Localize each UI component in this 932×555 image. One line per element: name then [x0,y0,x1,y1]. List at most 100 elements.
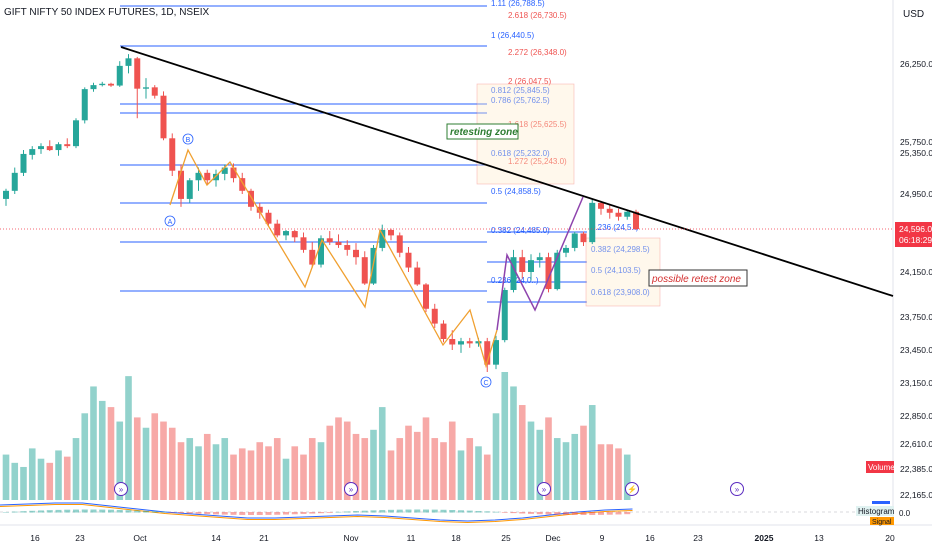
candle-body [484,341,491,365]
candle-body [204,172,211,181]
candle-body [501,289,508,341]
fib-label: 1.618 (25,625.5) [508,120,567,129]
macd-line [0,502,633,522]
volume-bar [160,421,167,500]
candle-body [633,211,639,229]
candle-body [510,257,517,290]
volume-bar [151,413,159,500]
fib-label: 0.382 (24,485.0) [491,226,550,235]
candle-body [125,58,132,66]
zigzag-wave [169,148,498,369]
time-axis-label: 13 [814,533,824,543]
volume-bar [431,438,439,500]
volume-bar [387,450,395,500]
fib-label: 1.11 (26,788.5) [491,0,545,8]
price-axis-label: 22,165.0 [900,490,932,500]
candles [3,54,639,372]
histogram-bar [108,509,114,513]
histogram-bar [615,512,622,515]
volume-bar [492,413,500,500]
volume-bar [125,376,132,500]
candle-body [20,153,27,173]
volume-bar [55,450,62,500]
currency-label[interactable]: USD [903,9,924,20]
histogram-bar [396,509,403,513]
time-axis-label: 2025 [755,533,774,543]
histogram-bar [326,512,333,513]
time-axis[interactable]: 16 23 Oct 14 21 Nov 11 18 25 Dec 9 16 23 2025 13 20 [30,533,895,543]
candle-body [563,247,569,253]
histogram-bar [580,512,587,515]
histogram-bar [624,512,631,515]
candle-body [274,223,281,236]
volume-bar [195,446,202,500]
candle-body [493,340,499,365]
volume-bar [63,456,71,500]
histogram-bar [46,510,53,513]
volume-bar [291,446,299,500]
candle-body [458,341,464,345]
volume-bar [98,400,106,500]
volume-bar [335,417,342,500]
volume-bar [510,386,517,500]
trendline [120,46,894,297]
histogram-bar [134,510,141,513]
price-axis-label: 26,250.0 [900,59,932,69]
candle-body [309,249,316,265]
histogram-bar [440,509,447,513]
volume-bar [405,425,412,500]
price-axis-label: 24,150.0 [900,267,932,277]
candle-body [38,146,44,150]
macd-zero-label: 0.0 [899,509,911,518]
histogram-bar [300,512,307,514]
histogram-bar [3,512,9,513]
candle-body [29,149,36,155]
time-axis-label: 11 [407,533,416,543]
volume-bar [256,442,264,500]
price-axis-label: 23,150.0 [900,378,932,388]
time-axis-label: 23 [75,533,85,543]
time-axis-label: Nov [343,533,359,543]
candle-body [178,170,184,199]
volume-bar [168,427,176,500]
candle-body [353,249,359,258]
event-marker [537,482,551,496]
possible-retest-zone-note[interactable]: possible retest zone [648,269,748,287]
symbol-title[interactable]: GIFT NIFTY 50 INDEX FUTURES, 1D, NSEIX [4,7,210,18]
volume-bar [518,405,526,500]
volume-bar [597,444,605,500]
histogram-bar [169,512,176,513]
histogram-bar [361,510,368,513]
fib-label-lower: 0.618 (23,908.0) [591,288,650,297]
candle-body [291,231,298,238]
current-price: 24,596.0 [899,224,932,234]
histogram-bar [353,511,359,513]
wave-label-circle [480,376,492,388]
histogram-bar [64,509,71,513]
histogram-bar [195,512,202,514]
volume-bar [203,433,211,500]
candle-body [108,83,114,86]
histogram-bar [99,509,106,513]
histogram-bar [213,512,219,515]
price-axis[interactable]: 26,250.0 25,750.025,350.0 24,950.0 24,150.0… [900,59,932,500]
wave-label: C [483,380,488,387]
event-marker [114,482,128,496]
bar-countdown: 06:18:29 [899,235,932,245]
fib-label: 0.786 (25,762.5) [491,96,550,105]
macd-pane [0,502,893,524]
retesting-zone-note[interactable]: retesting zone [446,123,519,140]
histogram-bar [29,510,36,513]
event-marker [730,482,744,496]
candle-body [11,172,18,191]
histogram-bar [536,512,543,515]
candle-body [3,190,9,199]
time-axis-label: Oct [133,533,147,543]
wave-label-circle [164,215,176,227]
candle-body [151,87,158,96]
candle-body [326,238,333,243]
price-axis-label: 23,450.0 [900,345,932,355]
candle-body [536,257,543,261]
candle-body [256,206,263,213]
